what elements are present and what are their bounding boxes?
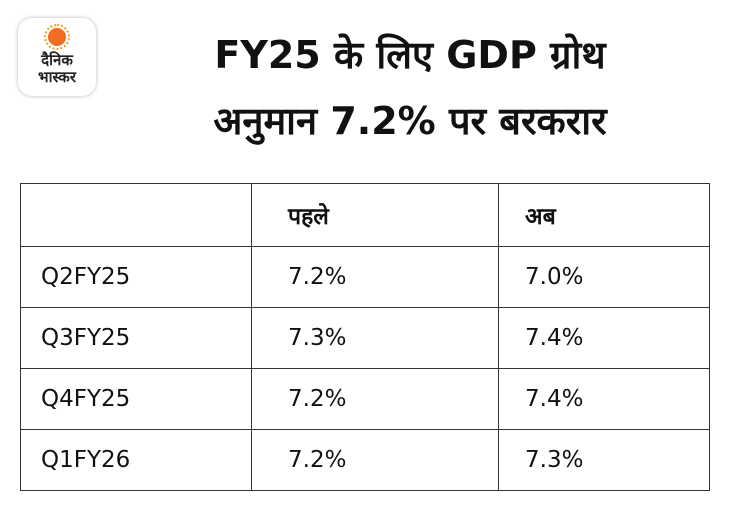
table-row: Q1FY26 7.2% 7.3% bbox=[20, 429, 710, 491]
header-before: पहले bbox=[251, 183, 499, 247]
cell-before: 7.2% bbox=[251, 429, 499, 491]
cell-quarter: Q2FY25 bbox=[20, 246, 252, 308]
table-row: Q3FY25 7.3% 7.4% bbox=[20, 307, 710, 369]
cell-before: 7.3% bbox=[251, 307, 499, 369]
header-now: अब bbox=[498, 183, 710, 247]
header-quarter bbox=[20, 183, 252, 247]
gdp-forecast-table: पहले अब Q2FY25 7.2% 7.0% Q3FY25 7.3% 7.4… bbox=[20, 183, 710, 491]
table-row: Q4FY25 7.2% 7.4% bbox=[20, 368, 710, 430]
headline: FY25 के लिए GDP ग्रोथ अनुमान 7.2% पर बरक… bbox=[100, 22, 720, 154]
cell-quarter: Q1FY26 bbox=[20, 429, 252, 491]
cell-quarter: Q3FY25 bbox=[20, 307, 252, 369]
sun-icon bbox=[44, 24, 70, 50]
cell-now: 7.4% bbox=[498, 307, 710, 369]
cell-before: 7.2% bbox=[251, 246, 499, 308]
logo-text-line1: दैनिक bbox=[41, 51, 73, 69]
cell-now: 7.4% bbox=[498, 368, 710, 430]
cell-before: 7.2% bbox=[251, 368, 499, 430]
dainik-bhaskar-logo: दैनिक भास्कर bbox=[18, 18, 96, 96]
headline-line1: FY25 के लिए GDP ग्रोथ bbox=[214, 33, 606, 77]
cell-now: 7.3% bbox=[498, 429, 710, 491]
cell-now: 7.0% bbox=[498, 246, 710, 308]
cell-quarter: Q4FY25 bbox=[20, 368, 252, 430]
logo-text-line2: भास्कर bbox=[38, 68, 76, 86]
table-header-row: पहले अब bbox=[20, 183, 710, 247]
headline-line2: अनुमान 7.2% पर बरकरार bbox=[213, 99, 607, 143]
table-row: Q2FY25 7.2% 7.0% bbox=[20, 246, 710, 308]
